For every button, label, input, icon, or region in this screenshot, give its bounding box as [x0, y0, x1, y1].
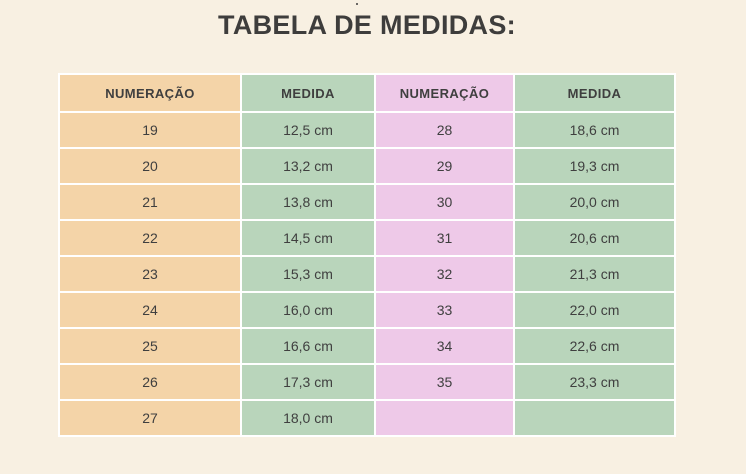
table-row: 23 15,3 cm 32 21,3 cm: [58, 255, 676, 293]
size-number-cell: [374, 399, 515, 437]
size-number-cell: 29: [374, 147, 515, 185]
size-number-cell: 32: [374, 255, 515, 293]
table-row: 27 18,0 cm: [58, 399, 676, 437]
size-number-cell: 30: [374, 183, 515, 221]
measure-cell: 18,0 cm: [240, 399, 376, 437]
measure-cell: 16,0 cm: [240, 291, 376, 329]
size-number-cell: 25: [58, 327, 242, 365]
measure-cell: 13,2 cm: [240, 147, 376, 185]
measure-cell: 12,5 cm: [240, 111, 376, 149]
size-number-cell: 28: [374, 111, 515, 149]
table-row: 22 14,5 cm 31 20,6 cm: [58, 219, 676, 257]
table-row: 21 13,8 cm 30 20,0 cm: [58, 183, 676, 221]
measure-cell: 19,3 cm: [513, 147, 676, 185]
measure-cell: 14,5 cm: [240, 219, 376, 257]
size-number-cell: 31: [374, 219, 515, 257]
size-number-cell: 21: [58, 183, 242, 221]
size-number-cell: 22: [58, 219, 242, 257]
size-number-cell: 23: [58, 255, 242, 293]
header-row: NUMERAÇÃO MEDIDA NUMERAÇÃO MEDIDA: [58, 73, 676, 113]
table-row: 19 12,5 cm 28 18,6 cm: [58, 111, 676, 149]
size-number-cell: 26: [58, 363, 242, 401]
table-row: 25 16,6 cm 34 22,6 cm: [58, 327, 676, 365]
measure-cell: 15,3 cm: [240, 255, 376, 293]
measure-cell: 18,6 cm: [513, 111, 676, 149]
measure-cell: 20,6 cm: [513, 219, 676, 257]
measure-cell: 21,3 cm: [513, 255, 676, 293]
table-row: 24 16,0 cm 33 22,0 cm: [58, 291, 676, 329]
header-numeracao-left: NUMERAÇÃO: [58, 73, 242, 113]
measure-cell: 16,6 cm: [240, 327, 376, 365]
header-numeracao-right: NUMERAÇÃO: [374, 73, 515, 113]
measure-cell: 20,0 cm: [513, 183, 676, 221]
size-number-cell: 19: [58, 111, 242, 149]
size-table: NUMERAÇÃO MEDIDA NUMERAÇÃO MEDIDA 19 12,…: [58, 73, 676, 437]
size-number-cell: 34: [374, 327, 515, 365]
measure-cell: 22,6 cm: [513, 327, 676, 365]
size-number-cell: 33: [374, 291, 515, 329]
table-row: 26 17,3 cm 35 23,3 cm: [58, 363, 676, 401]
measure-cell: [513, 399, 676, 437]
table-row: 20 13,2 cm 29 19,3 cm: [58, 147, 676, 185]
header-medida-right: MEDIDA: [513, 73, 676, 113]
measure-cell: 23,3 cm: [513, 363, 676, 401]
decorative-dot: [356, 3, 358, 5]
size-number-cell: 20: [58, 147, 242, 185]
measure-cell: 13,8 cm: [240, 183, 376, 221]
size-number-cell: 35: [374, 363, 515, 401]
measure-cell: 17,3 cm: [240, 363, 376, 401]
page-title: TABELA DE MEDIDAS:: [218, 10, 516, 40]
measure-cell: 22,0 cm: [513, 291, 676, 329]
size-number-cell: 27: [58, 399, 242, 437]
header-medida-left: MEDIDA: [240, 73, 376, 113]
size-number-cell: 24: [58, 291, 242, 329]
